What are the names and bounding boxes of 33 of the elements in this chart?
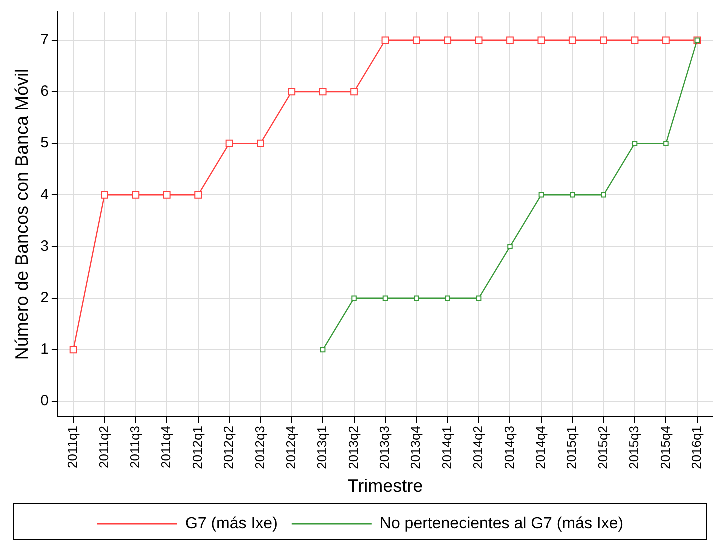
x-tick-label: 2014q2 — [470, 426, 486, 470]
x-tick-label: 2011q2 — [96, 426, 112, 468]
y-axis-title: Número de Bancos con Banca Móvil — [12, 68, 32, 360]
x-tick-label: 2013q1 — [314, 426, 330, 470]
x-tick-label: 2012q1 — [190, 426, 205, 470]
legend-label: No pertenecientes al G7 (más Ixe) — [380, 515, 624, 532]
x-tick-label: 2011q4 — [158, 426, 174, 468]
x-tick-label: 2013q2 — [346, 426, 361, 470]
x-tick-label: 2013q4 — [408, 426, 424, 470]
x-tick-label: 2014q4 — [533, 426, 548, 470]
x-tick-label: 2012q3 — [252, 426, 268, 470]
y-tick-label: 1 — [40, 341, 49, 358]
x-tick-label: 2011q3 — [128, 426, 143, 468]
x-tick-label: 2015q2 — [595, 426, 610, 470]
y-tick-label: 3 — [40, 238, 49, 255]
y-tick-label: 6 — [40, 83, 49, 100]
legend-label: G7 (más Ixe) — [185, 515, 278, 532]
y-tick-label: 0 — [40, 392, 49, 410]
y-tick-label: 4 — [40, 186, 49, 204]
x-tick-label: 2013q3 — [377, 426, 392, 470]
x-tick-label: 2012q2 — [221, 426, 236, 470]
x-tick-label: 2015q1 — [564, 426, 580, 470]
x-tick-label: 2014q3 — [502, 426, 517, 470]
x-tick-label: 2016q1 — [688, 426, 704, 470]
x-tick-label: 2014q1 — [439, 426, 454, 470]
x-axis-title: Trimestre — [348, 476, 424, 496]
y-tick-label: 2 — [40, 289, 49, 306]
y-tick-label: 5 — [40, 134, 49, 152]
x-tick-label: 2011q1 — [65, 426, 80, 468]
x-tick-label: 2015q3 — [626, 426, 642, 470]
y-tick-label: 7 — [40, 32, 49, 49]
x-tick-label: 2012q4 — [283, 426, 298, 470]
x-tick-label: 2015q4 — [658, 426, 673, 470]
